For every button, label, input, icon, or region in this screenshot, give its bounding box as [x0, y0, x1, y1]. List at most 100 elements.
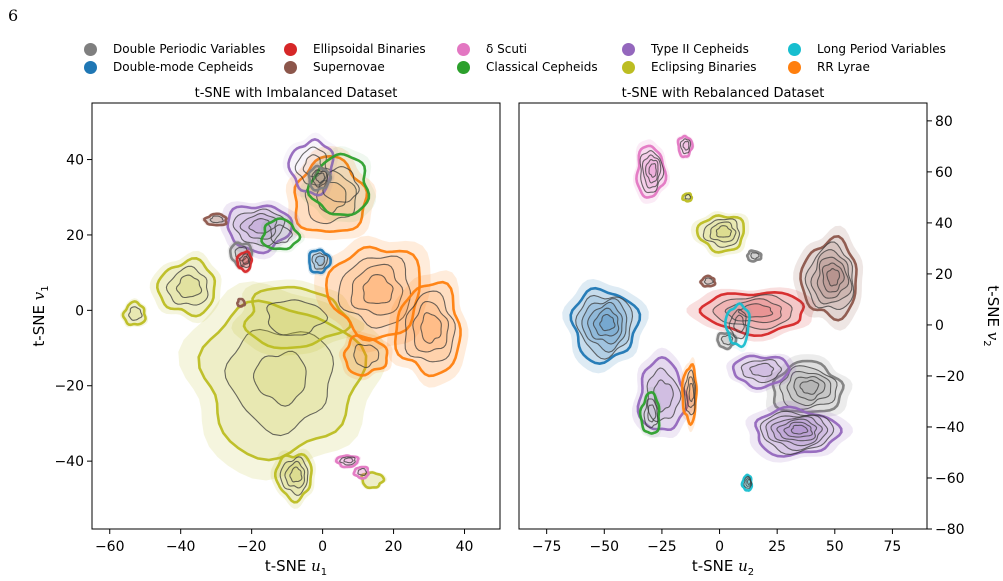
density-blob — [120, 298, 149, 328]
legend-swatch — [284, 42, 297, 56]
density-blob — [351, 465, 371, 480]
series-contours — [333, 454, 371, 480]
density-blob — [149, 250, 222, 324]
series-contours — [681, 192, 750, 258]
legend-label: Classical Cepheids — [486, 60, 598, 74]
y-tick-label: 60 — [935, 165, 953, 181]
density-blob — [306, 246, 334, 276]
x-tick-label: 0 — [318, 539, 327, 555]
density-blob — [637, 386, 662, 439]
x-tick-label: 50 — [826, 539, 844, 555]
density-blob — [562, 279, 649, 374]
y-tick-label: 20 — [66, 228, 84, 244]
x-tick-label: −75 — [532, 539, 562, 555]
density-blob — [314, 235, 431, 353]
legend-swatch — [84, 42, 97, 56]
density-blob — [681, 192, 694, 203]
density-blob — [270, 448, 316, 509]
legend-label: Double-mode Cepheids — [113, 60, 254, 74]
series-contours — [632, 133, 695, 204]
density-blob — [386, 270, 469, 388]
density-blob — [722, 298, 753, 353]
legend-label: RR Lyrae — [817, 60, 870, 74]
y-tick-label: −80 — [935, 522, 965, 538]
density-blob — [201, 212, 229, 227]
x-tick-label: 25 — [768, 539, 786, 555]
density-blob — [235, 249, 254, 275]
density-blob — [231, 279, 365, 356]
density-blob — [745, 400, 853, 463]
series-contours — [306, 246, 334, 276]
series-contours — [637, 386, 662, 439]
legend-item: RR Lyrae — [788, 58, 870, 76]
density-blob — [764, 354, 853, 418]
density-blob — [676, 133, 695, 160]
series-contours — [715, 249, 853, 418]
axes-frame — [91, 102, 501, 530]
density-blob — [220, 200, 301, 260]
y-tick-label: 40 — [66, 153, 84, 169]
density-blob — [178, 281, 388, 481]
x-tick-label: 20 — [385, 539, 403, 555]
series-contours — [722, 298, 754, 493]
axes-frame — [518, 102, 928, 530]
legend-item: Double Periodic Variables — [84, 40, 265, 58]
series-contours — [201, 212, 247, 308]
y-tick-label: 80 — [935, 114, 953, 130]
x-tick-label: −50 — [590, 539, 620, 555]
density-blob — [338, 330, 393, 381]
series-contours — [120, 250, 388, 509]
y-tick-label: 40 — [935, 216, 953, 232]
plot-area — [562, 133, 864, 493]
density-blob — [306, 162, 334, 194]
x-tick-label: −60 — [95, 539, 125, 555]
density-blob — [333, 454, 362, 469]
y-tick-label: 0 — [75, 303, 84, 319]
y-axis-label: t-SNE v2 — [981, 285, 1002, 346]
y-tick-label: −20 — [54, 379, 84, 395]
density-blob — [793, 225, 864, 331]
series-contours — [220, 132, 339, 260]
x-tick-label: −40 — [166, 539, 196, 555]
x-tick-label: −20 — [237, 539, 267, 555]
density-blob — [726, 352, 797, 393]
legend-item: Eclipsing Binaries — [622, 58, 757, 76]
y-tick-label: −20 — [935, 369, 965, 385]
y-tick-label: −40 — [935, 420, 965, 436]
y-tick-label: 20 — [935, 267, 953, 283]
legend-swatch — [457, 42, 470, 56]
x-tick-label: 40 — [456, 539, 474, 555]
legend-label: Ellipsoidal Binaries — [313, 42, 426, 56]
density-blob — [698, 274, 717, 288]
legend-swatch — [622, 60, 635, 74]
density-blob — [632, 139, 670, 204]
legend-label: δ Scuti — [486, 42, 528, 56]
series-contours — [285, 146, 469, 388]
legend-swatch — [84, 60, 97, 74]
legend-swatch — [284, 60, 297, 74]
x-axis-label: t-SNE u1 — [265, 557, 327, 578]
density-blob — [680, 357, 699, 433]
series-contours — [562, 279, 649, 374]
chart-panel-1: t-SNE with Imbalanced Dataset −60 −40 −20 0 2… — [30, 86, 501, 578]
density-blob — [257, 214, 306, 253]
legend-swatch — [788, 60, 801, 74]
legend-swatch — [788, 42, 801, 56]
density-blob — [686, 287, 817, 342]
legend-item: Classical Cepheids — [457, 58, 598, 76]
density-blob — [740, 473, 754, 493]
page-number: 6 — [8, 6, 19, 25]
plot-area — [120, 132, 469, 509]
legend-item: Ellipsoidal Binaries — [284, 40, 426, 58]
chart-title: t-SNE with Imbalanced Dataset — [195, 86, 398, 101]
density-blob — [745, 249, 763, 263]
legend: Double Periodic Variables Double-mode Cep… — [84, 40, 964, 80]
legend-item: Supernovae — [284, 58, 385, 76]
x-tick-label: −25 — [647, 539, 677, 555]
legend-label: Eclipsing Binaries — [651, 60, 757, 74]
legend-item: Type II Cepheids — [622, 40, 749, 58]
legend-item: Double-mode Cepheids — [84, 58, 253, 76]
y-tick-label: 0 — [935, 318, 944, 334]
x-tick-label: 0 — [715, 539, 724, 555]
